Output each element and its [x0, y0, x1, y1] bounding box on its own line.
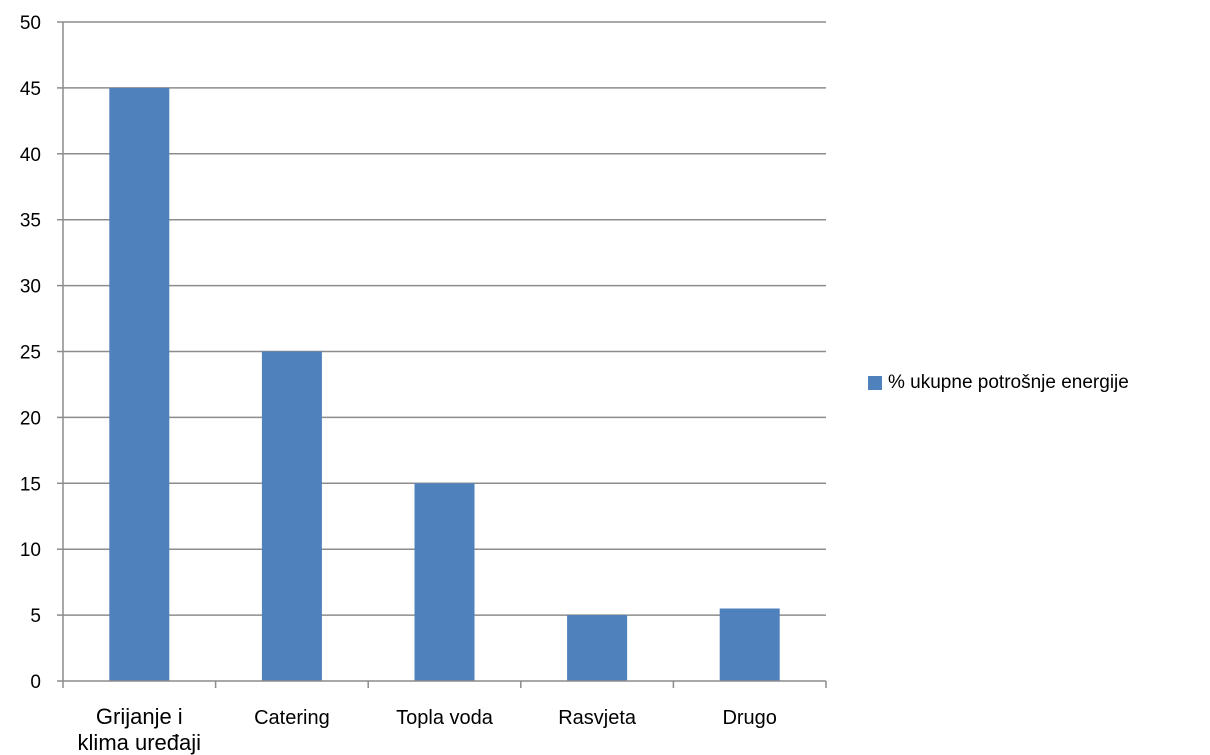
x-category-label-line: Topla voda: [396, 707, 494, 729]
x-category-label-line: Drugo: [722, 707, 776, 729]
bar: [261, 351, 322, 681]
y-tick-label: 35: [20, 211, 41, 232]
y-tick-label: 15: [20, 474, 41, 495]
x-category-label: Grijanje i klima uređaji: [78, 704, 202, 755]
axes: [57, 21, 827, 688]
x-category-label: Drugo: [722, 707, 776, 729]
y-tick-label: 25: [20, 343, 41, 364]
bar: [719, 608, 780, 681]
bar: [109, 87, 170, 681]
y-tick-labels: 0 5 10 15 20 25 30 35 40 45 50: [20, 13, 41, 693]
x-category-labels: Grijanje i klima uređaji Catering Topla vod…: [78, 704, 777, 755]
gridlines: [63, 21, 826, 616]
y-tick-label: 40: [20, 145, 41, 166]
x-category-label: Catering: [254, 707, 330, 729]
legend-label: % ukupne potrošnje energije: [888, 372, 1129, 393]
y-tick-label: 5: [30, 606, 41, 627]
x-category-label-line: Grijanje i: [96, 704, 183, 729]
legend-swatch: [868, 376, 882, 390]
x-category-label-line: klima uređaji: [78, 730, 202, 755]
y-tick-label: 50: [20, 13, 41, 34]
x-category-label-line: Catering: [254, 707, 330, 729]
x-category-label-line: Rasvjeta: [558, 707, 637, 729]
legend: % ukupne potrošnje energije: [868, 372, 1129, 394]
bar: [567, 615, 628, 681]
y-tick-label: 45: [20, 79, 41, 100]
y-tick-label: 20: [20, 408, 41, 429]
y-tick-label: 10: [20, 540, 41, 561]
bars: [109, 87, 780, 681]
x-category-label: Topla voda: [396, 707, 494, 729]
bar: [414, 483, 475, 681]
x-category-label: Rasvjeta: [558, 707, 637, 729]
y-tick-label: 0: [30, 672, 41, 693]
y-tick-label: 30: [20, 277, 41, 298]
